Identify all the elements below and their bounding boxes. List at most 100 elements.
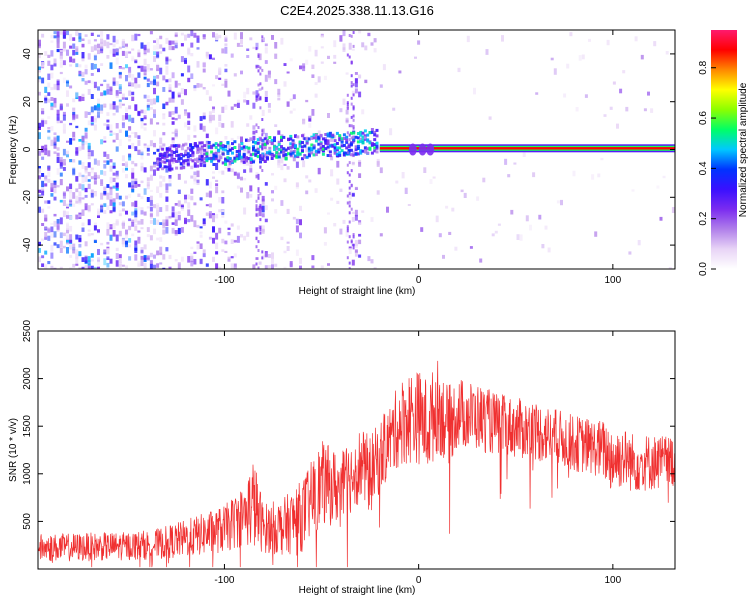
heatmap-cell [87, 111, 91, 115]
heatmap-cell [348, 186, 351, 190]
heatmap-cell [146, 68, 150, 72]
heatmap-cell [69, 64, 73, 67]
heatmap-cell [56, 31, 60, 37]
heatmap-cell [143, 69, 147, 76]
heatmap-cell [200, 154, 204, 158]
heatmap-cell [69, 200, 73, 205]
heatmap-cell [254, 152, 258, 156]
heatmap-cell [349, 148, 353, 152]
heatmap-cell [38, 126, 41, 130]
heatmap-cell [345, 72, 349, 75]
heatmap-cell [361, 42, 365, 48]
heatmap-cell [267, 70, 271, 78]
heatmap-cell [143, 66, 147, 72]
heatmap-cell [321, 147, 325, 151]
heatmap-cell [597, 173, 601, 178]
heatmap-cell [274, 263, 278, 267]
heatmap-cell [90, 73, 94, 76]
spectrogram-heatmap [38, 30, 675, 269]
heatmap-cell [165, 183, 169, 191]
heatmap-cell [326, 139, 330, 143]
heatmap-cell [103, 252, 107, 255]
heatmap-cell [174, 42, 178, 49]
heatmap-cell [165, 79, 169, 83]
heatmap-cell [177, 173, 181, 180]
heatmap-cell [328, 131, 332, 135]
heatmap-cell [84, 256, 88, 264]
heatmap-cell [264, 265, 268, 269]
heatmap-cell [137, 52, 141, 57]
heatmap-cell [109, 196, 113, 202]
heatmap-cell [289, 142, 293, 146]
heatmap-cell [165, 70, 169, 75]
heatmap-cell [228, 160, 232, 164]
heatmap-cell [243, 235, 247, 241]
heatmap-cell [161, 167, 165, 171]
heatmap-cell [307, 149, 311, 153]
heatmap-cell [134, 132, 138, 138]
heatmap-cell [153, 162, 156, 165]
heatmap-cell [134, 60, 138, 64]
heatmap-cell [146, 48, 150, 53]
heatmap-cell [134, 223, 138, 227]
heatmap-cell [156, 263, 160, 268]
heatmap-cell [106, 88, 110, 95]
heatmap-cell [305, 137, 309, 141]
heatmap-cell [373, 143, 377, 146]
heatmap-cell [345, 151, 349, 155]
heatmap-cell [230, 137, 234, 141]
heatmap-cell [346, 225, 349, 229]
heatmap-cell [121, 122, 125, 129]
heatmap-cell [200, 147, 204, 151]
heatmap-cell [238, 146, 241, 149]
heatmap-cell [215, 263, 219, 269]
heatmap-cell [97, 104, 100, 111]
heatmap-cell [296, 153, 300, 157]
heatmap-cell [62, 123, 66, 131]
heatmap-cell [100, 206, 104, 210]
heatmap-cell [263, 137, 267, 141]
heatmap-cell [277, 153, 281, 157]
heatmap-cell [112, 198, 116, 205]
heatmap-cell [146, 206, 150, 209]
heatmap-cell [193, 171, 197, 175]
heatmap-cell [346, 163, 349, 167]
heatmap-cell [153, 79, 156, 86]
heatmap-cell [59, 199, 63, 203]
heatmap-cell [184, 34, 187, 41]
heatmap-cell [184, 122, 187, 128]
heatmap-cell [314, 133, 318, 137]
heatmap-cell [146, 257, 150, 261]
heatmap-cell [310, 147, 314, 151]
heatmap-cell [238, 143, 241, 147]
heatmap-cell [153, 228, 156, 235]
heatmap-cell [44, 214, 48, 220]
heatmap-cell [47, 228, 51, 234]
heatmap-cell [66, 222, 69, 225]
heatmap-cell [140, 42, 144, 49]
heatmap-cell [156, 82, 160, 87]
colorbar-tick-label: 0.8 [698, 60, 709, 74]
heatmap-cell [53, 63, 57, 67]
heatmap-cell [128, 218, 132, 222]
heatmap-cell [53, 231, 57, 238]
heatmap-cell [143, 167, 147, 173]
heatmap-cell [72, 37, 76, 41]
heatmap-cell [143, 116, 147, 120]
heatmap-cell [358, 220, 362, 225]
heatmap-cell [359, 133, 363, 137]
heatmap-cell [350, 115, 353, 119]
heatmap-cell [302, 65, 306, 72]
heatmap-cell [97, 49, 100, 55]
heatmap-cell [62, 232, 66, 237]
heatmap-cell [217, 143, 221, 147]
heatmap-cell [66, 203, 69, 207]
heatmap-cell [233, 253, 237, 258]
heatmap-cell [233, 32, 237, 40]
heatmap-cell [190, 42, 194, 48]
heatmap-cell [103, 140, 107, 143]
heatmap-cell [359, 137, 363, 141]
heatmap-cell [354, 209, 358, 217]
heatmap-cell [230, 106, 234, 110]
